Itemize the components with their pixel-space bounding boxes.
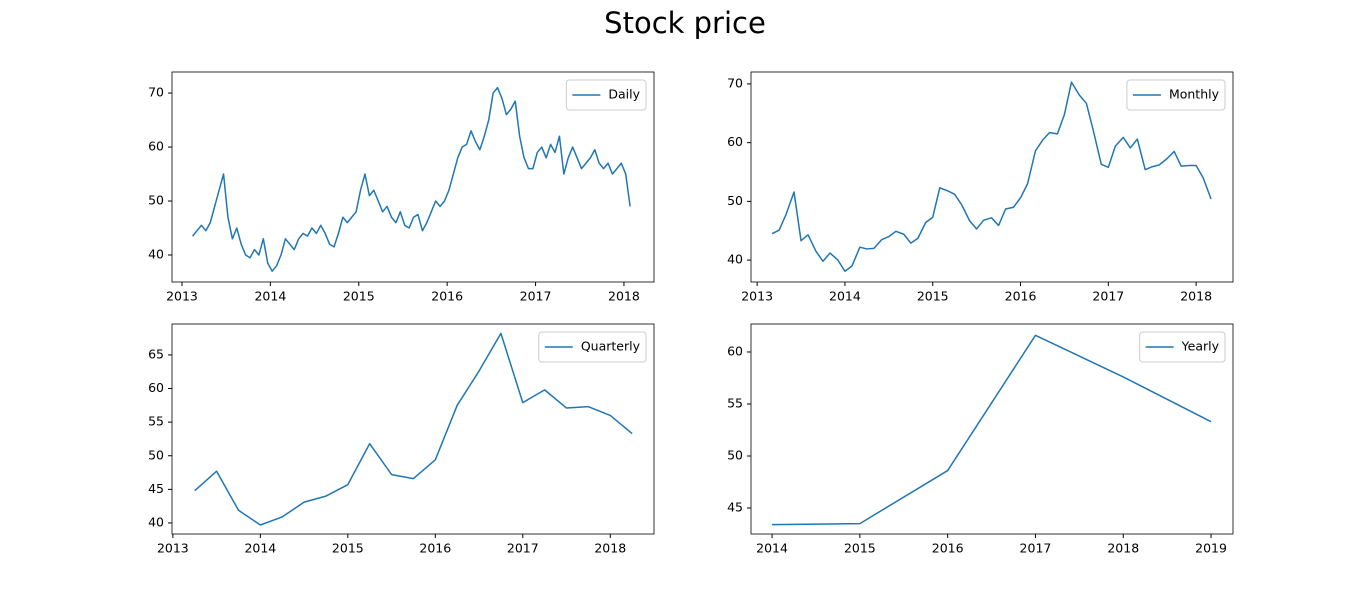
x-tick-label: 2014 xyxy=(244,541,276,556)
x-tick-label: 2013 xyxy=(166,289,198,304)
plot-frame xyxy=(750,323,1234,535)
y-tick-label: 60 xyxy=(148,139,164,154)
x-tick-label: 2014 xyxy=(829,289,861,304)
y-tick-label: 50 xyxy=(727,447,743,462)
y-tick-label: 40 xyxy=(148,247,164,262)
y-tick-label: 60 xyxy=(727,343,743,358)
y-tick-label: 55 xyxy=(148,414,164,429)
line-series xyxy=(772,334,1212,526)
x-tick-label: 2016 xyxy=(1005,289,1037,304)
y-tick-label: 50 xyxy=(148,447,164,462)
y-tick-label: 65 xyxy=(148,346,164,361)
x-tick-label: 2018 xyxy=(594,541,626,556)
y-tick-label: 55 xyxy=(727,395,743,410)
y-tick-label: 70 xyxy=(727,75,743,90)
x-tick-label: 2019 xyxy=(1195,541,1227,556)
x-tick-label: 2015 xyxy=(332,541,364,556)
legend-label: Monthly xyxy=(1169,87,1220,102)
x-tick-label: 2016 xyxy=(932,541,964,556)
y-tick-label: 70 xyxy=(148,85,164,100)
legend: Daily xyxy=(565,79,647,111)
x-tick-label: 2014 xyxy=(254,289,286,304)
x-tick-label: 2016 xyxy=(419,541,451,556)
x-tick-label: 2013 xyxy=(741,289,773,304)
legend-frame xyxy=(1139,331,1226,363)
y-tick-label: 60 xyxy=(727,134,743,149)
line-series xyxy=(771,81,1212,272)
plot-frame xyxy=(171,71,655,283)
y-tick-label: 45 xyxy=(727,499,743,514)
y-tick-label: 50 xyxy=(727,193,743,208)
line-series xyxy=(194,332,633,526)
x-tick-label: 2015 xyxy=(844,541,876,556)
x-tick-label: 2013 xyxy=(157,541,189,556)
line-series xyxy=(192,86,631,272)
x-tick-label: 2017 xyxy=(520,289,552,304)
x-tick-label: 2017 xyxy=(507,541,539,556)
plot-frame xyxy=(750,71,1234,283)
legend: Monthly xyxy=(1126,79,1226,111)
y-tick-label: 50 xyxy=(148,193,164,208)
legend: Quarterly xyxy=(538,331,647,363)
y-tick-label: 40 xyxy=(148,514,164,529)
legend-label: Quarterly xyxy=(581,339,641,354)
legend: Yearly xyxy=(1139,331,1226,363)
x-tick-label: 2014 xyxy=(756,541,788,556)
legend-label: Yearly xyxy=(1181,339,1220,354)
y-tick-label: 60 xyxy=(148,380,164,395)
x-tick-label: 2018 xyxy=(1107,541,1139,556)
legend-frame xyxy=(565,79,647,111)
x-tick-label: 2015 xyxy=(917,289,949,304)
figure-title: Stock price xyxy=(604,6,766,40)
x-tick-label: 2016 xyxy=(431,289,463,304)
x-tick-label: 2017 xyxy=(1092,289,1124,304)
x-tick-label: 2018 xyxy=(1180,289,1212,304)
x-tick-label: 2018 xyxy=(608,289,640,304)
x-tick-label: 2017 xyxy=(1020,541,1052,556)
y-tick-label: 40 xyxy=(727,252,743,267)
legend-label: Daily xyxy=(608,87,640,102)
legend-frame xyxy=(1126,79,1226,111)
x-tick-label: 2015 xyxy=(343,289,375,304)
legend-frame xyxy=(538,331,647,363)
y-tick-label: 45 xyxy=(148,481,164,496)
plot-frame xyxy=(171,323,655,535)
